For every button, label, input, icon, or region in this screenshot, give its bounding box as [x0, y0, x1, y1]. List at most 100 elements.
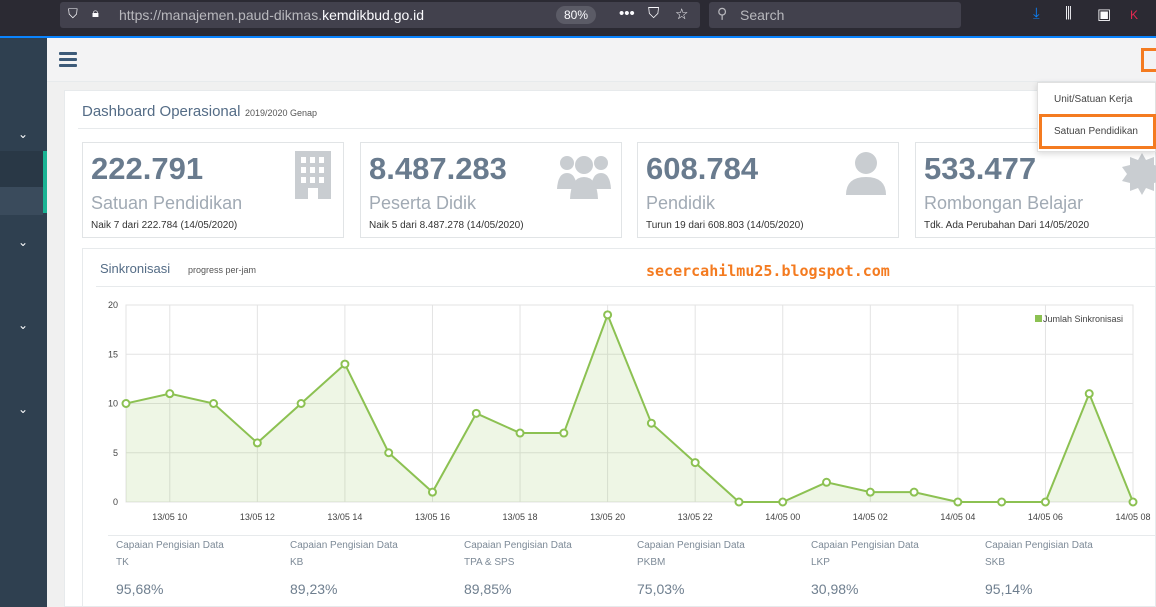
tab-indicator [0, 36, 1156, 38]
data-point[interactable] [690, 458, 700, 468]
data-point[interactable] [953, 497, 963, 507]
data-point[interactable] [1084, 389, 1094, 399]
data-point[interactable] [997, 497, 1007, 507]
highlight-marker[interactable] [1141, 48, 1156, 72]
stat-percent: 95,14% [985, 581, 1033, 597]
search-box[interactable]: ⚲ Search [709, 2, 961, 28]
data-point[interactable] [515, 428, 525, 438]
x-tick-label: 14/05 00 [765, 512, 800, 522]
x-tick-label: 14/05 06 [1028, 512, 1063, 522]
stat-skb: Capaian Pengisian Data SKB 95,14% [985, 540, 1155, 597]
stat-tpa-sps: Capaian Pengisian Data TPA & SPS 89,85% [464, 540, 634, 597]
building-icon [295, 151, 331, 199]
y-tick-label: 10 [108, 399, 118, 409]
data-point[interactable] [121, 399, 131, 408]
data-point[interactable] [909, 487, 919, 497]
card-value: 8.487.283 [369, 151, 507, 186]
download-icon[interactable]: ⤓ [1033, 5, 1040, 22]
chevron-down-icon[interactable]: ⌄ [18, 318, 29, 332]
data-point[interactable] [778, 497, 788, 507]
stat-category: TPA & SPS [464, 557, 515, 568]
card-note: Turun 19 dari 608.803 (14/05/2020) [646, 220, 804, 231]
users-group-icon [557, 156, 611, 199]
more-actions-icon[interactable]: ••• [619, 5, 635, 22]
chart-series-line [125, 312, 1134, 503]
data-point[interactable] [1128, 497, 1138, 507]
card-note: Naik 7 dari 222.784 (14/05/2020) [91, 220, 238, 231]
lock-icon[interactable]: 🔒︎ [92, 5, 99, 20]
search-icon: ⚲ [717, 5, 728, 21]
x-tick-label: 13/05 18 [503, 512, 538, 522]
card-value: 222.791 [91, 151, 204, 186]
data-point[interactable] [296, 399, 306, 408]
x-tick-label: 13/05 10 [152, 512, 187, 522]
data-point[interactable] [865, 487, 875, 497]
browser-toolbar: ⛉ 🔒︎ https://manajemen.paud-dikmas.kemdi… [0, 0, 1156, 36]
y-tick-label: 20 [108, 300, 118, 310]
stat-label: Capaian Pengisian Data [637, 540, 745, 551]
data-point[interactable] [165, 389, 175, 399]
stat-percent: 75,03% [637, 581, 685, 597]
sidebar: ⌄ ⌄ ⌄ ⌄ [0, 38, 47, 607]
dropdown-item-satuan-pendidikan[interactable]: Satuan Pendidikan [1054, 126, 1138, 137]
data-point[interactable] [252, 438, 262, 448]
x-tick-label: 13/05 14 [327, 512, 362, 522]
x-tick-label: 14/05 04 [940, 512, 975, 522]
legend-swatch [1035, 315, 1042, 322]
stat-category: TK [116, 557, 129, 568]
library-icon[interactable]: ⫼ [1065, 5, 1072, 22]
period-label: 2019/2020 Genap [245, 108, 318, 118]
data-point[interactable] [384, 448, 394, 458]
y-tick-label: 15 [108, 349, 118, 359]
stat-card-rombongan-belajar: 533.477 Rombongan Belajar Tdk. Ada Perub… [915, 142, 1156, 238]
data-point[interactable] [471, 408, 481, 418]
divider [108, 535, 1156, 536]
watermark-text: secercahilmu25.blogspot.com [646, 262, 890, 280]
data-point[interactable] [559, 428, 569, 438]
sync-chart: 0 5 10 15 20 13/05 10 13/05 12 13/05 14 13/05 1… [108, 300, 1151, 522]
pocket-icon[interactable]: ⛉ [648, 5, 660, 22]
stat-pkbm: Capaian Pengisian Data PKBM 75,03% [637, 540, 807, 597]
stat-kb: Capaian Pengisian Data KB 89,23% [290, 540, 460, 597]
x-tick-label: 13/05 12 [240, 512, 275, 522]
sidebar-toggle-icon[interactable]: ▣ [1097, 6, 1112, 23]
stat-percent: 95,68% [116, 581, 164, 597]
shield-icon[interactable]: ⛉ [68, 6, 78, 21]
stat-label: Capaian Pengisian Data [116, 540, 224, 551]
extension-icon[interactable]: K [1130, 8, 1139, 22]
card-value: 608.784 [646, 151, 759, 186]
stat-percent: 89,85% [464, 581, 512, 597]
bookmark-star-icon[interactable]: ☆ [675, 6, 689, 23]
chevron-down-icon[interactable]: ⌄ [18, 402, 29, 416]
url-text[interactable]: https://manajemen.paud-dikmas.kemdikbud.… [119, 7, 425, 23]
zoom-level-badge[interactable]: 80% [556, 6, 596, 24]
card-note: Tdk. Ada Perubahan Dari 14/05/2020 [924, 220, 1090, 231]
data-point[interactable] [1040, 497, 1050, 507]
data-point[interactable] [822, 477, 832, 487]
page-title: Dashboard Operasional [82, 103, 241, 120]
y-tick-label: 5 [113, 448, 118, 458]
stat-category: PKBM [637, 557, 666, 568]
data-point[interactable] [646, 418, 656, 428]
chevron-down-icon[interactable]: ⌄ [18, 127, 29, 141]
data-point[interactable] [340, 359, 350, 369]
stat-label: Capaian Pengisian Data [464, 540, 572, 551]
dropdown-item-unit-satuan-kerja[interactable]: Unit/Satuan Kerja [1054, 94, 1133, 105]
stat-category: LKP [811, 557, 830, 568]
data-point[interactable] [427, 487, 437, 497]
stat-label: Capaian Pengisian Data [290, 540, 398, 551]
card-note: Naik 5 dari 8.487.278 (14/05/2020) [369, 220, 524, 231]
data-point[interactable] [209, 399, 219, 408]
legend-label: Jumlah Sinkronisasi [1043, 314, 1123, 324]
chart-area-fill [126, 314, 1133, 502]
menu-toggle-icon[interactable] [59, 52, 77, 67]
data-point[interactable] [603, 310, 613, 320]
x-tick-label: 14/05 02 [853, 512, 888, 522]
sidebar-subitem[interactable] [0, 187, 43, 215]
stat-percent: 89,23% [290, 581, 338, 597]
card-label: Satuan Pendidikan [91, 193, 243, 213]
chevron-down-icon[interactable]: ⌄ [18, 235, 29, 249]
dropdown-menu: Unit/Satuan Kerja Satuan Pendidikan [1037, 82, 1156, 152]
stat-card-pendidik: 608.784 Pendidik Turun 19 dari 608.803 (… [637, 142, 899, 238]
data-point[interactable] [734, 497, 744, 507]
